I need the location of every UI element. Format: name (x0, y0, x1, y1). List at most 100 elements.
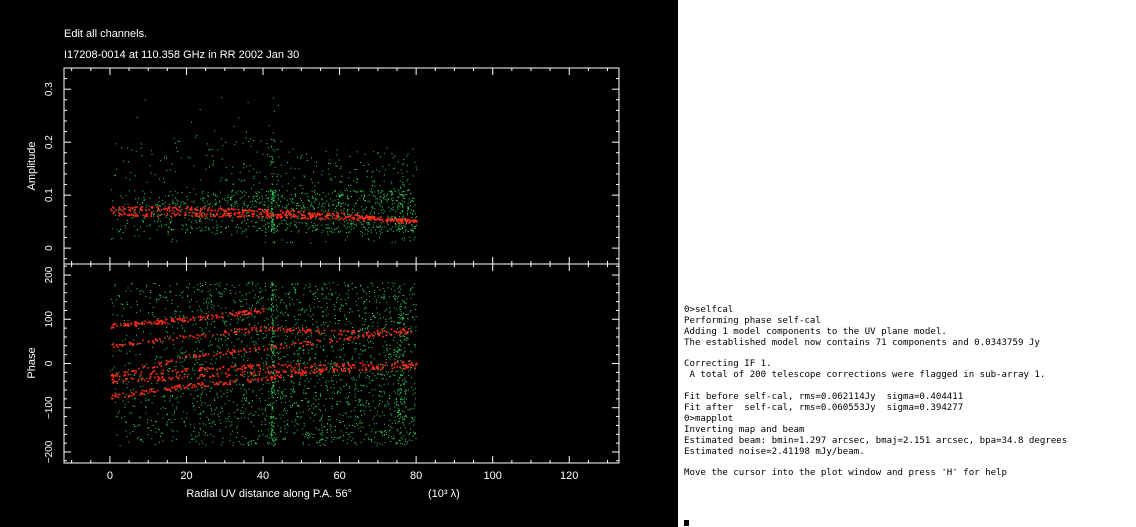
data-point (157, 318, 159, 319)
data-point (284, 395, 286, 397)
data-point (405, 390, 407, 392)
data-point (239, 172, 241, 174)
amplitude-panel[interactable]: Amplitude 00.10.20.3 (26, 67, 620, 265)
model-point (234, 214, 236, 216)
model-point (249, 209, 252, 212)
model-point (262, 210, 265, 213)
model-point (258, 213, 261, 215)
data-point (170, 229, 172, 230)
data-point (345, 397, 347, 399)
model-point (266, 213, 269, 215)
data-point (299, 417, 301, 419)
data-point (295, 402, 297, 404)
data-point (384, 295, 386, 297)
model-point (189, 208, 191, 211)
data-point (159, 441, 160, 443)
data-point (141, 201, 143, 203)
data-point (112, 355, 114, 357)
data-point (235, 191, 237, 193)
data-point (319, 440, 321, 442)
data-point (120, 209, 122, 211)
data-point (258, 217, 260, 219)
data-point (412, 389, 414, 391)
plot-window[interactable]: Edit all channels. I17208-0014 at 110.35… (0, 0, 678, 527)
data-point (272, 289, 274, 291)
data-point (399, 440, 401, 442)
uv-plot[interactable]: Edit all channels. I17208-0014 at 110.35… (0, 0, 678, 527)
data-point (221, 231, 223, 233)
data-point (264, 410, 266, 412)
data-point (281, 220, 283, 222)
data-point (146, 284, 148, 286)
data-point (131, 283, 133, 285)
model-point (238, 213, 241, 215)
data-point (312, 197, 314, 199)
data-point (180, 211, 182, 213)
data-point (265, 195, 267, 196)
data-point (404, 220, 406, 222)
data-point (182, 385, 184, 387)
data-point (162, 395, 164, 397)
data-point (332, 439, 334, 440)
model-point (240, 215, 243, 218)
data-point (269, 442, 271, 444)
data-point (272, 416, 274, 418)
data-point (254, 195, 256, 197)
data-point (200, 207, 201, 209)
data-point (284, 428, 286, 430)
data-point (130, 290, 132, 292)
data-point (334, 190, 336, 192)
data-point (142, 385, 144, 387)
data-point (297, 360, 299, 362)
data-point (175, 190, 177, 192)
data-point (397, 415, 399, 417)
data-point (271, 430, 273, 432)
data-point (375, 432, 377, 434)
data-point (228, 226, 229, 227)
model-point (310, 217, 312, 219)
data-point (389, 397, 390, 399)
data-point (141, 155, 143, 157)
data-point (330, 424, 332, 426)
data-point (202, 352, 204, 354)
model-point (216, 213, 218, 215)
data-point (278, 390, 280, 392)
data-point (405, 389, 407, 391)
data-point (244, 388, 246, 390)
data-point (140, 143, 142, 145)
model-point (357, 217, 360, 220)
model-point (195, 209, 197, 211)
data-point (242, 384, 244, 385)
data-point (333, 223, 334, 225)
model-point (236, 314, 239, 317)
data-point (348, 198, 350, 199)
data-point (354, 396, 356, 398)
data-point (308, 435, 310, 437)
model-point (266, 212, 269, 214)
model-point (110, 327, 113, 329)
data-point (386, 373, 388, 375)
data-point (119, 349, 121, 351)
data-point (248, 324, 250, 326)
data-point (306, 309, 308, 311)
data-point (403, 419, 405, 420)
data-point (371, 439, 373, 441)
data-point (300, 185, 302, 187)
data-point (346, 236, 348, 238)
data-point (407, 206, 409, 208)
data-point (252, 304, 253, 306)
data-point (356, 213, 358, 215)
data-point (234, 204, 236, 205)
data-point (253, 425, 255, 427)
data-point (301, 400, 303, 401)
data-point (330, 178, 332, 180)
data-point (128, 381, 129, 383)
data-point (187, 387, 189, 389)
data-point (403, 366, 405, 368)
data-point (170, 217, 172, 219)
data-point (286, 162, 288, 163)
data-point (286, 199, 288, 201)
data-point (234, 329, 236, 331)
model-point (293, 210, 295, 213)
